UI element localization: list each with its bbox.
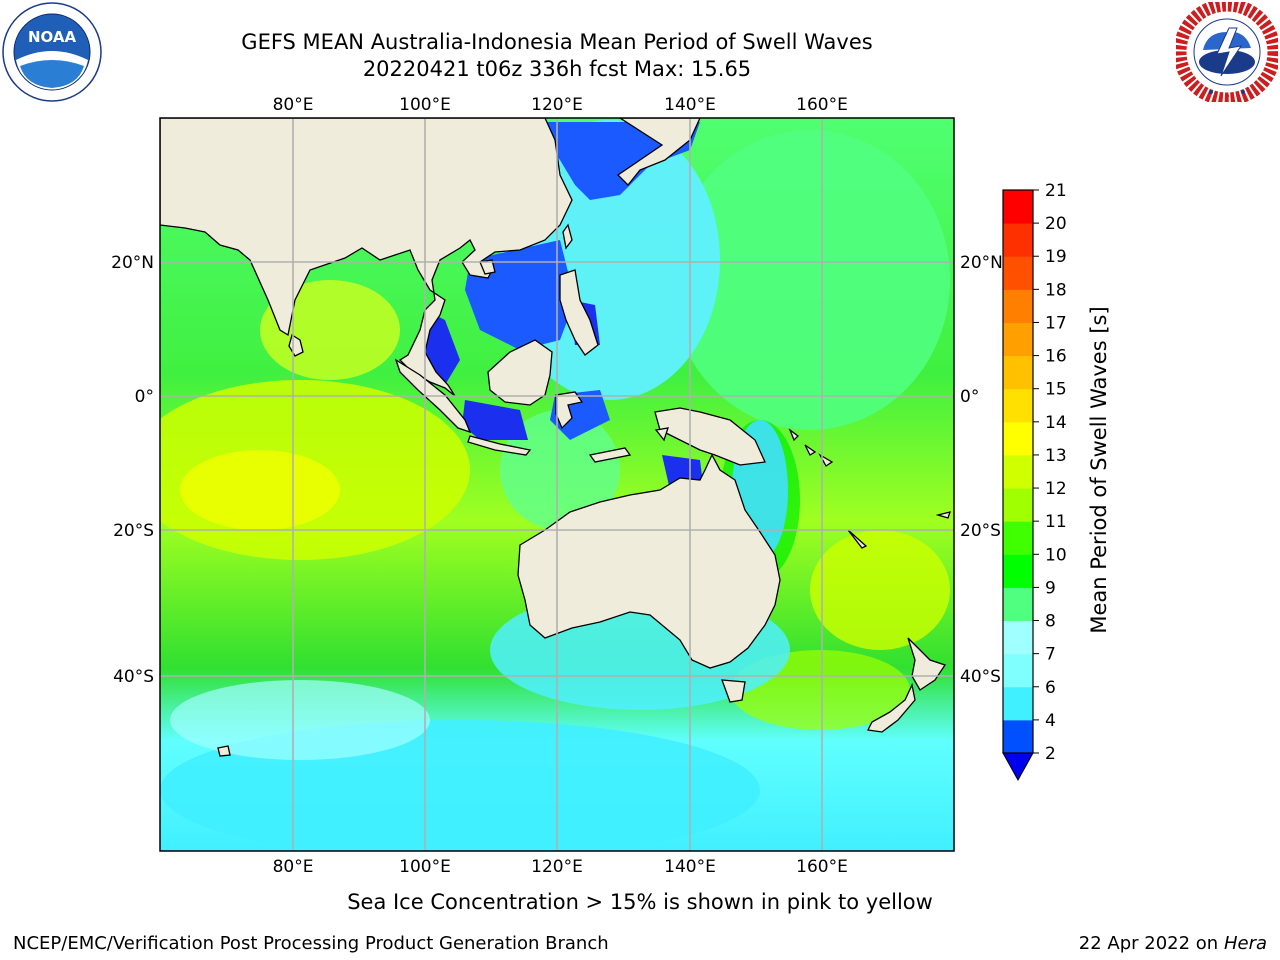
lat-label-left: 40°S xyxy=(113,667,154,687)
colorbar-tick-label: 12 xyxy=(1045,479,1067,499)
colorbar-tick-label: 7 xyxy=(1045,645,1056,665)
colorbar-label: Mean Period of Swell Waves [s] xyxy=(1087,306,1111,633)
lon-label-bottom: 120°E xyxy=(531,857,583,877)
colorbar-segment xyxy=(1003,256,1033,290)
colorbar-extend-arrow xyxy=(1002,752,1034,782)
colorbar-segment xyxy=(1003,719,1033,754)
land-kerguelen xyxy=(217,745,231,757)
swell-peak-region xyxy=(180,450,340,530)
lat-label-right: 40°S xyxy=(960,667,1001,687)
colorbar-tick-label: 14 xyxy=(1045,413,1067,433)
colorbar-segment xyxy=(1003,289,1033,323)
colorbar-tick-label: 9 xyxy=(1045,578,1056,598)
land-small-island xyxy=(654,427,669,442)
lon-label-top: 120°E xyxy=(531,95,583,115)
colorbar-tick-label: 11 xyxy=(1045,512,1067,532)
land-masses xyxy=(160,118,951,757)
land-pacific-islands xyxy=(788,428,951,549)
colorbar-tick-label: 8 xyxy=(1045,612,1056,632)
credit-date: 22 Apr 2022 on Hera xyxy=(1079,933,1267,954)
lat-label-right: 20°N xyxy=(960,253,1003,273)
lon-label-bottom: 140°E xyxy=(664,857,716,877)
colorbar-segment xyxy=(1003,620,1033,655)
lon-label-top: 100°E xyxy=(399,95,451,115)
credit-host: Hera xyxy=(1223,933,1267,954)
chart-title: GEFS MEAN Australia-Indonesia Mean Perio… xyxy=(241,30,873,54)
nws-logo xyxy=(1176,2,1278,102)
lat-label-right: 0° xyxy=(960,387,979,407)
colorbar-tick-label: 15 xyxy=(1045,380,1067,400)
swell-low-region xyxy=(170,680,430,760)
lat-label-left: 20°N xyxy=(111,253,154,273)
colorbar-frame xyxy=(1002,189,1034,754)
lon-label-bottom: 160°E xyxy=(796,857,848,877)
colorbar-segment xyxy=(1003,488,1033,522)
land-java xyxy=(467,435,532,456)
colorbar-tick-label: 18 xyxy=(1045,280,1067,300)
sea-ice-note: Sea Ice Concentration > 15% is shown in … xyxy=(347,890,933,914)
colorbar-tick-label: 6 xyxy=(1045,678,1056,698)
lon-label-top: 140°E xyxy=(664,95,716,115)
colorbar-tick-label: 13 xyxy=(1045,446,1067,466)
colorbar-segment xyxy=(1003,454,1033,489)
colorbar-tick-label: 21 xyxy=(1045,181,1067,201)
colorbar-segment xyxy=(1003,521,1033,555)
land-tasmania xyxy=(721,679,746,703)
land-philippines xyxy=(559,269,599,356)
land-asia xyxy=(160,118,573,397)
colorbar-segment xyxy=(1003,388,1033,423)
colorbar-tick-label: 2 xyxy=(1045,744,1056,764)
colorbar-tick-label: 16 xyxy=(1045,347,1067,367)
land-timor xyxy=(588,447,632,463)
colorbar-segment xyxy=(1003,355,1033,390)
map-panel xyxy=(160,118,954,851)
lon-label-top: 80°E xyxy=(273,95,314,115)
land-japan xyxy=(616,118,701,186)
colorbar-segment xyxy=(1003,190,1033,224)
lon-label-bottom: 100°E xyxy=(399,857,451,877)
swell-verylow-region xyxy=(462,400,528,440)
land-hainan xyxy=(479,259,496,275)
graticule xyxy=(160,118,954,851)
chart-subtitle: 20220421 t06z 336h fcst Max: 15.65 xyxy=(362,57,752,81)
lat-label-left: 0° xyxy=(135,387,154,407)
noaa-logo-text: NOAA xyxy=(28,28,77,46)
colorbar-tick-label: 17 xyxy=(1045,313,1067,333)
land-taiwan xyxy=(562,223,573,250)
colorbar-segment xyxy=(1003,322,1033,357)
colorbar-segment xyxy=(1003,554,1033,588)
lon-label-top: 160°E xyxy=(796,95,848,115)
map-frame xyxy=(159,117,955,852)
swell-low-region xyxy=(500,410,620,530)
colorbar-segment xyxy=(1003,686,1033,721)
colorbar-segment xyxy=(1003,587,1033,622)
colorbar-segment xyxy=(1003,653,1033,688)
swell-medium-region xyxy=(670,130,950,430)
lon-label-bottom: 80°E xyxy=(273,857,314,877)
colorbar-tick-label: 10 xyxy=(1045,545,1067,565)
credit-date-text: 22 Apr 2022 on xyxy=(1078,933,1219,954)
land-new-zealand-south xyxy=(867,682,916,733)
colorbar: 2 4 6 7 8 9 10 11 12 13 14 15 16 17 18 19 20 21 xyxy=(1002,181,1067,782)
colorbar-tick-label: 19 xyxy=(1045,247,1067,267)
colorbar-segment xyxy=(1003,421,1033,456)
credit-branch: NCEP/EMC/Verification Post Processing Pr… xyxy=(13,933,609,954)
land-new-guinea xyxy=(654,407,766,466)
land-australia xyxy=(517,453,781,669)
land-new-zealand-north xyxy=(907,637,947,691)
colorbar-tick-label: 4 xyxy=(1045,711,1056,731)
lat-label-right: 20°S xyxy=(960,521,1001,541)
swell-high-region xyxy=(810,530,950,650)
lat-label-left: 20°S xyxy=(113,521,154,541)
noaa-logo: NOAA xyxy=(2,2,102,102)
swell-verylow-region xyxy=(425,310,460,385)
colorbar-segment xyxy=(1003,223,1033,257)
colorbar-tick-label: 20 xyxy=(1045,214,1067,234)
